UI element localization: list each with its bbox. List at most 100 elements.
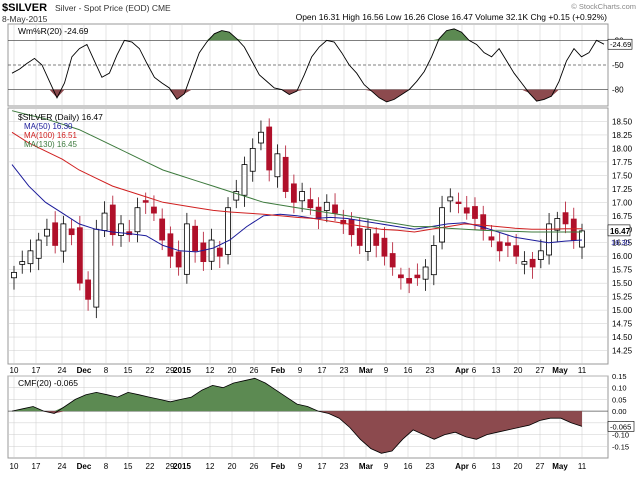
candle-body bbox=[192, 225, 199, 252]
cmf-y-tick-label: 0.15 bbox=[612, 372, 627, 381]
price-x-tick-label: Feb bbox=[271, 366, 285, 375]
price-y-tick-label: 17.25 bbox=[612, 185, 633, 194]
candle-body bbox=[274, 153, 281, 178]
candle-body bbox=[175, 251, 182, 268]
price-y-tick-label: 16.00 bbox=[612, 252, 633, 261]
candle-body bbox=[430, 245, 437, 276]
cmf-last-value: -0.065 bbox=[610, 422, 631, 431]
cmf-x-tick-label: 24 bbox=[58, 462, 67, 471]
candle-body bbox=[290, 183, 297, 203]
candle-body bbox=[554, 218, 561, 231]
cmf-x-tick-label: 29 bbox=[166, 462, 175, 471]
cmf-y-tick-label: -0.10 bbox=[612, 431, 629, 440]
willr-oversold-fill bbox=[12, 89, 604, 102]
candle-body bbox=[35, 239, 42, 259]
ma100-line bbox=[11, 131, 582, 233]
cmf-x-tick-label: Mar bbox=[359, 462, 373, 471]
price-y-tick-label: 15.75 bbox=[612, 266, 633, 275]
price-x-tick-label: Apr bbox=[455, 366, 469, 375]
price-y-tick-label: 14.75 bbox=[612, 320, 633, 329]
candle-body bbox=[68, 228, 75, 236]
candle-body bbox=[11, 271, 17, 279]
price-y-tick-label: 14.50 bbox=[612, 333, 633, 342]
candle-body bbox=[373, 233, 380, 246]
cmf-x-tick-label: 17 bbox=[318, 462, 327, 471]
candle-body bbox=[208, 239, 215, 262]
price-x-tick-label: 6 bbox=[472, 366, 477, 375]
candle-body bbox=[307, 199, 314, 209]
cmf-x-tick-label: 20 bbox=[228, 462, 237, 471]
cmf-x-tick-label: Feb bbox=[271, 462, 285, 471]
candle-body bbox=[480, 214, 487, 230]
last-price-box bbox=[607, 224, 631, 237]
cmf-y-tick-label: -0.15 bbox=[612, 442, 629, 451]
price-x-tick-label: Mar bbox=[359, 366, 373, 375]
candle-body bbox=[109, 204, 116, 236]
cmf-negative-fill bbox=[12, 411, 582, 454]
candle-body bbox=[216, 247, 223, 257]
axis-layer: 101017172424DecDec8815152222292920152015… bbox=[10, 36, 635, 471]
price-y-tick-label: 17.00 bbox=[612, 198, 633, 207]
candle-body bbox=[521, 261, 528, 265]
candle-body bbox=[44, 228, 50, 237]
willr-layer bbox=[8, 28, 608, 103]
candle-body bbox=[159, 218, 166, 241]
cmf-x-tick-label: 15 bbox=[124, 462, 133, 471]
price-y-tick-label: 15.25 bbox=[612, 293, 633, 302]
willr-last-value: -24.69 bbox=[610, 40, 631, 49]
candle-body bbox=[537, 250, 544, 260]
willr-y-tick-label: -80 bbox=[612, 86, 624, 95]
candle-body bbox=[332, 204, 338, 214]
price-legend-ma130: MA(130) 16.45 bbox=[24, 140, 77, 149]
price-y-tick-label: 18.00 bbox=[612, 144, 633, 153]
candle-body bbox=[505, 242, 511, 246]
price-y-tick-label: 18.25 bbox=[612, 131, 633, 140]
candle-body bbox=[101, 212, 108, 231]
candle-body bbox=[422, 266, 429, 280]
cmf-x-tick-label: 23 bbox=[426, 462, 435, 471]
candle-body bbox=[183, 223, 190, 275]
candle-body bbox=[323, 201, 330, 211]
cmf-x-tick-label: 26 bbox=[250, 462, 259, 471]
candle-body bbox=[406, 278, 413, 284]
cmf-x-tick-label: 9 bbox=[384, 462, 389, 471]
cmf-x-tick-label: 6 bbox=[472, 462, 477, 471]
cmf-x-tick-label: 8 bbox=[104, 462, 109, 471]
willr-last-value-box bbox=[607, 38, 633, 50]
last-price-label: 16.47 bbox=[610, 227, 631, 236]
cmf-x-tick-label: 2015 bbox=[173, 462, 191, 471]
candle-body bbox=[282, 156, 289, 192]
symbol-description: Silver - Spot Price (EOD) CME bbox=[55, 3, 171, 13]
price-x-tick-label: 9 bbox=[298, 366, 303, 375]
price-x-tick-label: 17 bbox=[318, 366, 327, 375]
candle-body bbox=[299, 191, 306, 202]
price-x-tick-label: 12 bbox=[206, 366, 215, 375]
candle-body bbox=[19, 261, 26, 265]
willr-overbought-fill bbox=[12, 28, 604, 41]
candle-body bbox=[488, 236, 495, 241]
price-x-tick-label: 16 bbox=[404, 366, 413, 375]
willr-y-tick-label: -50 bbox=[612, 61, 624, 70]
candle-body bbox=[513, 245, 520, 257]
price-y-tick-label: 17.75 bbox=[612, 158, 633, 167]
candle-body bbox=[134, 207, 141, 233]
cmf-x-tick-label: 23 bbox=[340, 462, 349, 471]
price-x-tick-label: 20 bbox=[228, 366, 237, 375]
candle-body bbox=[85, 279, 91, 300]
price-x-tick-label: 26 bbox=[250, 366, 259, 375]
header-date: 8-May-2015 bbox=[2, 14, 48, 24]
price-x-tick-label: 8 bbox=[104, 366, 109, 375]
price-legend-symbol: $SILVER (Daily) 16.47 bbox=[18, 112, 103, 122]
candle-body bbox=[258, 131, 264, 144]
cmf-x-tick-label: 22 bbox=[146, 462, 155, 471]
price-x-tick-label: 24 bbox=[58, 366, 67, 375]
watermark: © StockCharts.com bbox=[571, 2, 636, 11]
price-x-tick-label: 9 bbox=[384, 366, 389, 375]
candle-body bbox=[447, 196, 454, 202]
price-x-tick-label: 20 bbox=[514, 366, 523, 375]
candle-body bbox=[496, 241, 503, 252]
cmf-x-tick-label: Dec bbox=[77, 462, 92, 471]
cmf-y-tick-label: 0.05 bbox=[612, 395, 627, 404]
price-y-tick-label: 15.50 bbox=[612, 279, 633, 288]
